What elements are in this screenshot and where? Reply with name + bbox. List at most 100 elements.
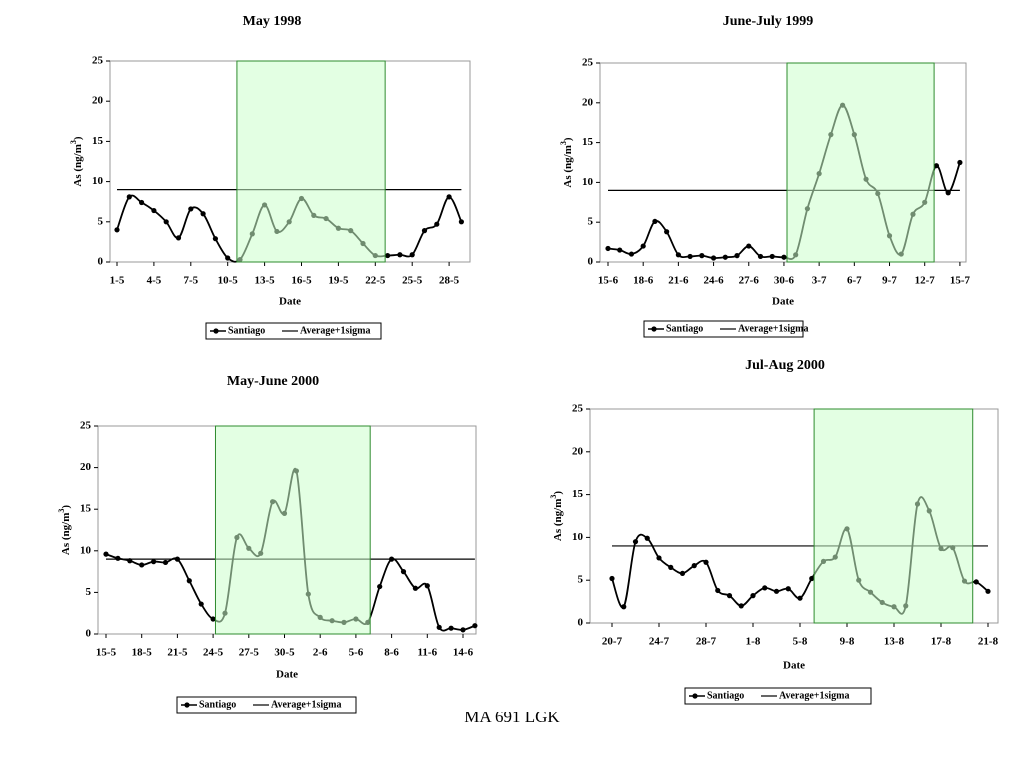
- y-tick-label: 20: [80, 461, 92, 473]
- data-point: [715, 587, 721, 594]
- data-point: [757, 253, 764, 260]
- y-axis-label: As (ng/m3): [69, 136, 84, 186]
- y-axis-label-sup: 3: [559, 141, 568, 145]
- y-axis-label-sup: 3: [549, 495, 558, 499]
- data-point: [389, 556, 395, 562]
- data-point: [225, 255, 231, 261]
- data-point: [114, 227, 120, 233]
- legend: Santiago Average+1sigma: [684, 687, 872, 705]
- y-tick-label: 5: [588, 216, 594, 228]
- data-point: [738, 603, 744, 609]
- chart-title: Jul-Aug 2000: [745, 358, 825, 373]
- y-axis-label: As (ng/m3): [549, 491, 564, 541]
- highlight-band: [236, 60, 386, 263]
- y-tick-label: 15: [80, 503, 92, 515]
- data-point: [781, 254, 787, 260]
- y-axis-label-end: ): [72, 136, 84, 140]
- x-tick-label: 21-5: [167, 647, 188, 659]
- x-tick-label: 10-5: [218, 275, 239, 287]
- x-tick-label: 19-5: [328, 275, 349, 287]
- footer-mask: [0, 708, 1024, 712]
- y-tick-label: 0: [588, 256, 594, 268]
- data-point: [617, 247, 623, 253]
- legend-label: Santiago: [707, 690, 744, 701]
- x-tick-label: 1-5: [110, 275, 125, 287]
- data-point: [212, 236, 218, 242]
- data-point: [703, 559, 709, 565]
- data-point: [139, 199, 145, 206]
- data-point: [797, 595, 803, 601]
- y-tick-label: 20: [572, 445, 584, 457]
- y-tick-label: 0: [98, 256, 104, 268]
- data-point: [785, 586, 791, 592]
- legend-marker: [184, 702, 190, 708]
- data-point: [933, 163, 940, 169]
- y-tick-label: 5: [578, 574, 584, 586]
- data-point: [377, 583, 383, 590]
- data-point: [448, 625, 454, 631]
- y-axis-label: As (ng/m3): [559, 137, 574, 187]
- x-tick-label: 6-7: [847, 275, 862, 287]
- data-point: [200, 211, 206, 217]
- data-point: [769, 253, 775, 260]
- data-point: [458, 219, 464, 225]
- data-point: [175, 235, 182, 241]
- legend-label: Santiago: [228, 325, 265, 336]
- y-axis-label: As (ng/m3): [57, 505, 72, 555]
- chart-title: May 1998: [243, 14, 302, 29]
- chart-title: June-July 1999: [723, 14, 814, 29]
- legend: Santiago Average+1sigma: [643, 320, 809, 338]
- x-axis-label: Date: [772, 296, 794, 308]
- x-tick-label: 1-8: [746, 636, 761, 648]
- data-point: [446, 194, 452, 200]
- data-point: [656, 555, 662, 561]
- data-point: [985, 588, 991, 594]
- y-axis-label-text: As (ng/m: [60, 513, 72, 555]
- x-tick-label: 21-8: [978, 636, 999, 648]
- x-tick-label: 15-5: [96, 647, 117, 659]
- data-point: [460, 627, 466, 633]
- x-tick-label: 21-6: [668, 275, 689, 287]
- y-tick-label: 15: [572, 488, 584, 500]
- data-point: [945, 190, 951, 196]
- y-tick-label: 15: [92, 135, 104, 147]
- data-point: [421, 228, 428, 234]
- y-tick-label: 25: [572, 403, 584, 415]
- x-axis-label: Date: [279, 296, 301, 308]
- highlight-band: [813, 408, 974, 624]
- data-point: [687, 253, 693, 260]
- data-point: [691, 563, 697, 569]
- x-tick-label: 7-5: [183, 275, 198, 287]
- data-point: [434, 221, 440, 227]
- data-point: [472, 623, 478, 629]
- data-point: [722, 254, 728, 260]
- legend-label: Average+1sigma: [738, 323, 809, 334]
- legend-marker: [651, 326, 657, 332]
- y-axis-label-text: As (ng/m: [552, 499, 564, 541]
- highlight-band: [786, 62, 935, 263]
- x-tick-label: 30-6: [774, 275, 795, 287]
- y-tick-label: 25: [80, 420, 92, 432]
- data-point: [726, 593, 733, 599]
- y-tick-label: 20: [582, 96, 594, 108]
- x-tick-label: 11-6: [418, 647, 438, 659]
- y-tick-label: 10: [80, 544, 92, 556]
- y-axis-label-sup: 3: [57, 509, 66, 513]
- data-point: [750, 593, 756, 599]
- legend-label: Santiago: [199, 699, 236, 710]
- x-tick-label: 30-5: [274, 647, 295, 659]
- y-tick-label: 10: [92, 175, 104, 187]
- x-tick-label: 24-7: [649, 636, 670, 648]
- legend-label: Santiago: [666, 323, 703, 334]
- x-tick-label: 18-5: [132, 647, 153, 659]
- data-point: [773, 588, 780, 594]
- data-point: [957, 159, 963, 166]
- data-point: [151, 559, 157, 565]
- x-tick-label: 8-6: [384, 647, 399, 659]
- legend: Santiago Average+1sigma: [205, 322, 382, 340]
- data-point: [664, 229, 670, 235]
- x-tick-label: 14-6: [453, 647, 474, 659]
- x-tick-label: 28-7: [696, 636, 717, 648]
- x-tick-label: 5-8: [793, 636, 808, 648]
- data-point: [644, 535, 650, 541]
